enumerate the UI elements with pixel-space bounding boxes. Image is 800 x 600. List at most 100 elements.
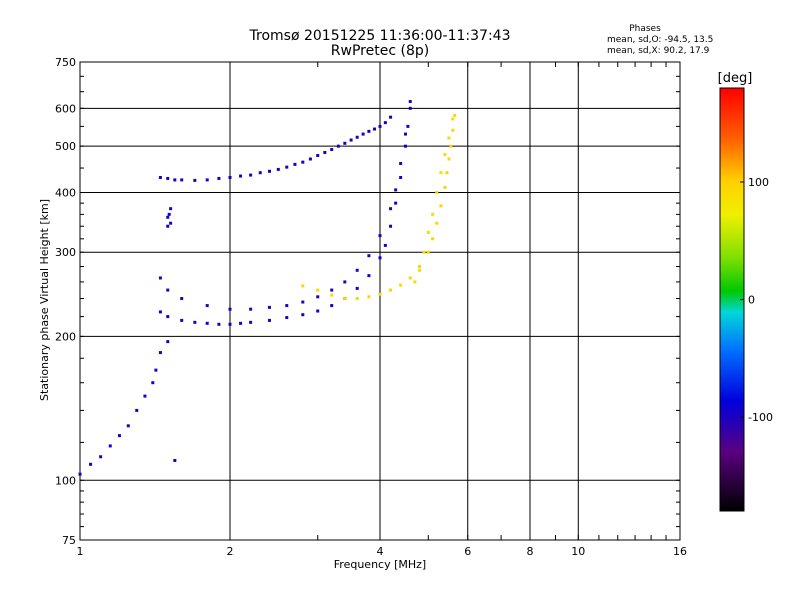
x-tick-label: 8 — [527, 545, 534, 558]
data-point — [451, 128, 455, 132]
data-point — [408, 276, 412, 280]
data-point — [166, 176, 170, 180]
data-point — [403, 132, 407, 136]
data-point — [406, 124, 410, 128]
data-point — [89, 462, 93, 466]
data-point — [249, 320, 253, 324]
data-point — [451, 117, 455, 121]
y-tick-label: 300 — [55, 246, 76, 259]
data-point — [301, 300, 305, 304]
data-point — [355, 268, 359, 272]
y-tick-label: 100 — [55, 474, 76, 487]
data-point — [367, 274, 371, 278]
data-point — [205, 321, 209, 325]
data-point — [367, 295, 371, 299]
x-axis-label: Frequency [MHz] — [334, 558, 426, 571]
data-point — [435, 221, 439, 225]
data-point — [349, 138, 353, 142]
data-point — [193, 320, 197, 324]
data-point — [301, 284, 305, 288]
x-tick-label: 6 — [464, 545, 471, 558]
data-point — [180, 178, 184, 182]
data-point — [449, 144, 453, 148]
data-point — [205, 178, 209, 182]
data-point — [389, 288, 393, 292]
data-point — [217, 322, 221, 326]
data-point — [293, 162, 297, 166]
stats-line-o: mean, sd,O: -94.5, 13.5 — [607, 35, 713, 45]
data-point — [285, 316, 289, 320]
data-point — [173, 178, 177, 182]
data-point — [117, 434, 121, 438]
data-point — [166, 288, 170, 292]
data-point — [158, 175, 162, 179]
data-point — [431, 237, 435, 241]
data-point — [399, 175, 403, 179]
data-point — [417, 268, 421, 272]
y-axis-label: Stationary phase Virtual Height [km] — [38, 199, 51, 401]
data-point — [378, 256, 382, 260]
data-point — [276, 167, 280, 171]
data-point — [180, 318, 184, 322]
y-tick-label: 600 — [55, 102, 76, 115]
data-point — [330, 293, 334, 297]
colorbar-ticks: 100 0 -100 — [740, 176, 773, 424]
y-tick-label: 400 — [55, 186, 76, 199]
colorbar-unit-label: [deg] — [718, 71, 753, 86]
data-point — [426, 250, 430, 254]
data-point — [151, 381, 155, 385]
data-point — [367, 254, 371, 258]
data-point — [330, 148, 334, 152]
x-tick-label: 1 — [77, 545, 84, 558]
data-point — [399, 161, 403, 165]
data-point — [439, 171, 443, 175]
data-point — [399, 283, 403, 287]
data-point — [158, 310, 162, 314]
data-point — [166, 340, 170, 344]
data-point — [267, 169, 271, 173]
data-point — [228, 322, 232, 326]
data-point — [258, 171, 262, 175]
data-point — [316, 154, 320, 158]
stats-heading: Phases — [629, 24, 661, 34]
data-point — [367, 129, 371, 133]
data-point — [426, 230, 430, 234]
data-point — [154, 368, 158, 372]
data-point — [99, 455, 103, 459]
data-point — [422, 250, 426, 254]
data-point — [285, 304, 289, 308]
x-tick-label: 4 — [377, 545, 384, 558]
data-point — [378, 234, 382, 238]
data-point — [239, 174, 243, 178]
data-point — [193, 178, 197, 182]
x-tick-label: 10 — [571, 545, 585, 558]
data-point — [239, 321, 243, 325]
data-point — [431, 212, 435, 216]
data-point — [166, 224, 170, 228]
data-point — [169, 207, 173, 211]
colorbar-tick-label: 0 — [748, 294, 755, 307]
data-point — [166, 215, 170, 219]
data-point — [126, 424, 130, 428]
data-point — [316, 309, 320, 313]
data-point — [413, 280, 417, 284]
data-point — [343, 280, 347, 284]
data-point — [169, 221, 173, 225]
data-point — [453, 113, 457, 117]
data-point — [217, 176, 221, 180]
data-point — [205, 304, 209, 308]
data-point — [389, 224, 393, 228]
stats-line-x: mean, sd,X: 90.2, 17.9 — [607, 46, 710, 56]
chart-subtitle: RwPretec (8p) — [331, 43, 429, 59]
y-tick-label: 750 — [55, 56, 76, 69]
colorbar-tick-label: -100 — [748, 411, 773, 424]
data-point — [330, 288, 334, 292]
data-point — [143, 394, 147, 398]
data-point — [389, 115, 393, 119]
data-point — [394, 201, 398, 205]
data-point — [394, 188, 398, 192]
y-tick-label: 75 — [62, 534, 76, 547]
data-point — [408, 106, 412, 110]
data-point — [285, 165, 289, 169]
